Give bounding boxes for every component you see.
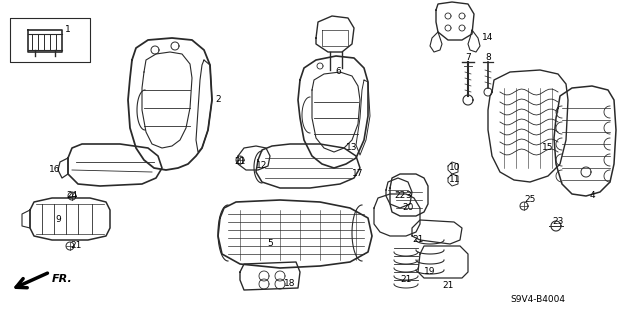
Text: 21: 21 <box>412 235 424 244</box>
Text: 21: 21 <box>70 241 82 250</box>
Text: 2: 2 <box>215 95 221 105</box>
Text: 5: 5 <box>267 240 273 249</box>
Text: 23: 23 <box>552 218 564 226</box>
Text: FR.: FR. <box>52 274 73 284</box>
Text: 13: 13 <box>346 144 358 152</box>
Text: 25: 25 <box>524 196 536 204</box>
Text: 4: 4 <box>589 191 595 201</box>
Text: 15: 15 <box>542 144 554 152</box>
Text: 17: 17 <box>352 169 364 179</box>
Text: 21: 21 <box>234 158 246 167</box>
Text: 22: 22 <box>394 191 406 201</box>
Text: S9V4-B4004: S9V4-B4004 <box>510 295 565 305</box>
Text: 19: 19 <box>424 268 436 277</box>
Text: 12: 12 <box>256 161 268 170</box>
Text: 16: 16 <box>49 166 61 174</box>
Text: 24: 24 <box>67 191 77 201</box>
Text: 20: 20 <box>403 204 413 212</box>
Text: 6: 6 <box>335 68 341 77</box>
Text: 14: 14 <box>483 33 493 42</box>
Text: 10: 10 <box>449 164 461 173</box>
Text: 21: 21 <box>442 281 454 291</box>
Text: 8: 8 <box>485 54 491 63</box>
Text: 11: 11 <box>449 175 461 184</box>
Text: 1: 1 <box>65 26 71 34</box>
Text: 18: 18 <box>284 279 296 288</box>
Text: 7: 7 <box>465 54 471 63</box>
Text: 21: 21 <box>400 276 412 285</box>
Text: 3: 3 <box>405 191 411 201</box>
Text: 9: 9 <box>55 216 61 225</box>
